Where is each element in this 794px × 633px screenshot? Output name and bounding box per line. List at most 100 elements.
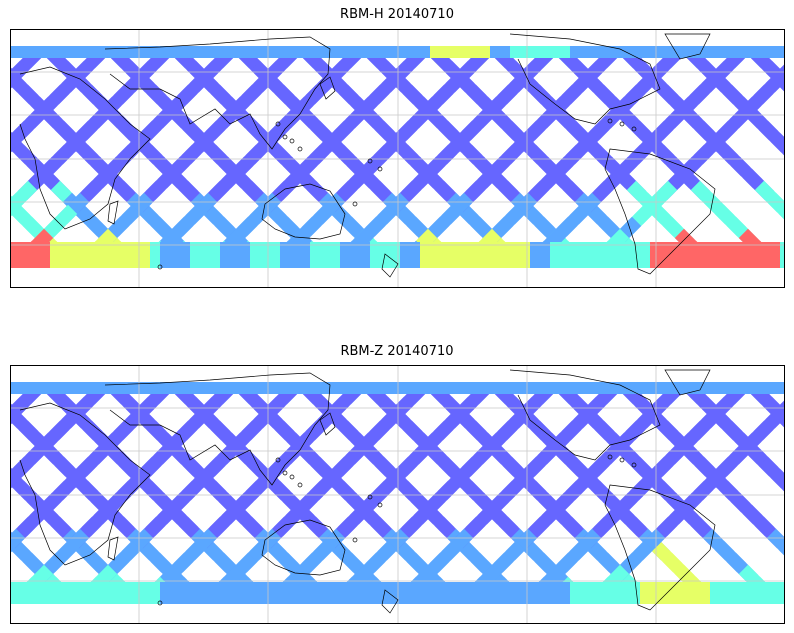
north-band-cell <box>430 382 441 394</box>
north-band-cell <box>380 382 391 394</box>
south-band-cell <box>500 242 511 268</box>
north-band-cell <box>210 382 221 394</box>
south-band-cell <box>670 242 681 268</box>
north-band-cell <box>270 382 281 394</box>
north-band-cell <box>310 382 321 394</box>
north-band-cell <box>70 382 81 394</box>
south-band-cell <box>170 582 181 604</box>
south-band-cell <box>380 582 391 604</box>
south-band-cell <box>460 242 471 268</box>
north-band-cell <box>500 46 511 58</box>
south-band-cell <box>420 242 431 268</box>
north-band-cell <box>100 46 111 58</box>
north-band-cell <box>40 382 51 394</box>
north-band-cell <box>140 382 151 394</box>
south-band-cell <box>240 242 251 268</box>
south-band-cell <box>550 582 561 604</box>
north-band-cell <box>230 46 241 58</box>
south-band-cell <box>500 582 511 604</box>
island-outline <box>157 600 163 606</box>
south-band-cell <box>690 582 701 604</box>
north-band-cell <box>610 46 621 58</box>
north-band-cell <box>60 382 71 394</box>
island-outline <box>275 121 281 127</box>
north-band-cell <box>530 382 541 394</box>
island-outline <box>297 146 303 152</box>
swath-group <box>10 46 785 268</box>
island-outline <box>607 454 613 460</box>
north-band-cell <box>710 46 721 58</box>
north-band-cell <box>740 46 751 58</box>
north-band-cell <box>460 382 471 394</box>
island-outline <box>619 121 625 127</box>
south-band-cell <box>200 582 211 604</box>
north-band-cell <box>780 46 785 58</box>
south-band-cell <box>270 582 281 604</box>
panel-title-rbm-z: RBM-Z 20140710 <box>340 344 454 359</box>
swath-group <box>10 382 785 604</box>
north-band-cell <box>410 382 421 394</box>
north-band-cell <box>90 46 101 58</box>
north-band-cell <box>630 382 641 394</box>
north-band-cell <box>20 46 31 58</box>
north-band-cell <box>470 382 481 394</box>
north-band-cell <box>360 382 371 394</box>
north-band-cell <box>310 46 321 58</box>
north-band-cell <box>200 382 211 394</box>
north-band-cell <box>720 382 731 394</box>
island-outline <box>282 470 288 476</box>
island-outline <box>377 502 383 508</box>
north-band-cell <box>770 382 781 394</box>
south-band-cell <box>720 582 731 604</box>
south-band-cell <box>560 242 571 268</box>
coastline-path <box>19 66 151 230</box>
north-band-cell <box>80 382 91 394</box>
north-band-cell <box>460 46 471 58</box>
north-band-cell <box>130 382 141 394</box>
coastline-path <box>381 253 399 278</box>
south-band-cell <box>230 582 241 604</box>
south-band-cell <box>470 242 481 268</box>
north-band-cell <box>590 382 601 394</box>
south-band-cell <box>530 582 541 604</box>
north-band-cell <box>690 382 701 394</box>
north-band-cell <box>30 46 41 58</box>
coastline-path <box>261 183 346 240</box>
north-band-cell <box>220 382 231 394</box>
north-band-cell <box>120 382 131 394</box>
north-band-cell <box>300 46 311 58</box>
south-band-cell <box>710 242 721 268</box>
south-band-cell <box>370 242 381 268</box>
north-band-cell <box>340 382 351 394</box>
north-band-cell <box>650 46 661 58</box>
north-band-cell <box>660 46 671 58</box>
south-band-cell <box>620 582 631 604</box>
island-outline <box>352 201 358 207</box>
south-band-cell <box>450 242 461 268</box>
coastline-path <box>261 519 346 576</box>
north-band-cell <box>680 382 691 394</box>
south-band-cell <box>360 582 371 604</box>
south-band-cell <box>430 242 441 268</box>
island-outline <box>631 462 637 468</box>
north-band-cell <box>450 46 461 58</box>
south-band-cell <box>580 242 591 268</box>
south-band-cell <box>20 242 31 268</box>
north-band-cell <box>700 382 711 394</box>
south-band-cell <box>440 242 451 268</box>
north-band-cell <box>250 382 261 394</box>
north-band-cell <box>50 46 61 58</box>
south-band-cell <box>600 242 611 268</box>
south-band-cell <box>410 242 421 268</box>
south-band-cell <box>520 582 531 604</box>
north-band-cell <box>580 382 591 394</box>
north-band-cell <box>160 382 171 394</box>
north-band-cell <box>440 46 451 58</box>
south-band-cell <box>250 582 261 604</box>
south-band-cell <box>150 582 161 604</box>
north-band-cell <box>230 382 241 394</box>
south-band-cell <box>180 582 191 604</box>
north-band-cell <box>750 382 761 394</box>
south-band-cell <box>320 582 331 604</box>
south-band-cell <box>160 582 171 604</box>
